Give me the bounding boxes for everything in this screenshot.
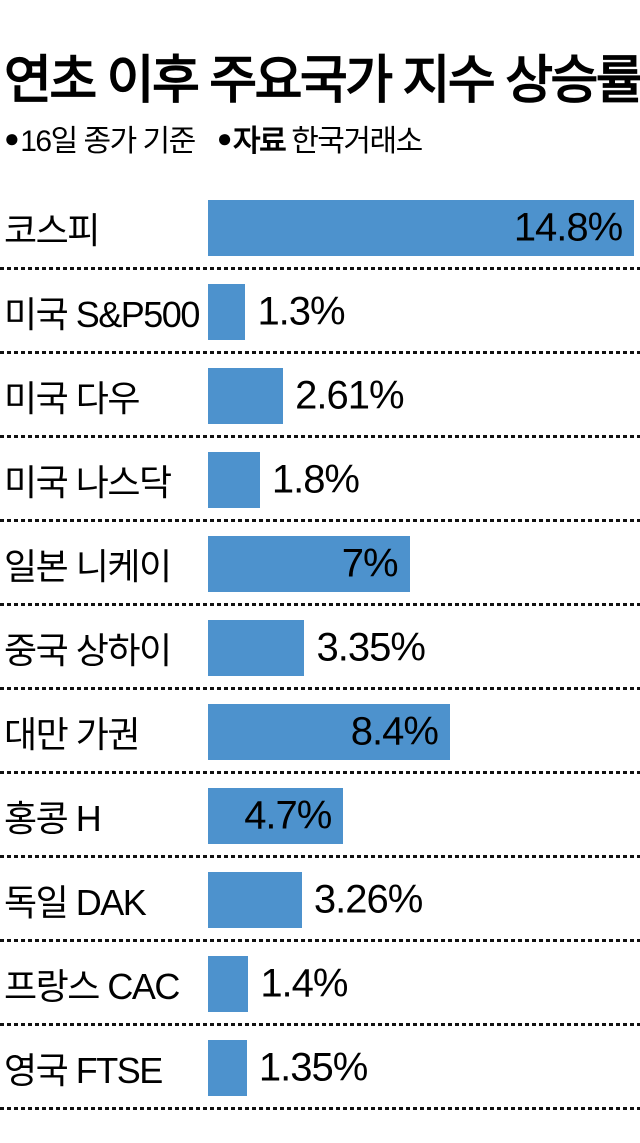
value-label: 1.35%: [258, 1045, 368, 1090]
row-separator: [0, 1023, 640, 1026]
subtitle-note: ● 16일 종가 기준: [4, 116, 196, 160]
bar-chart: 코스피 14.8% 미국 S&P500 1.3% 미국 다우 2.61% 미국 나스닥 1.8…: [0, 186, 640, 1110]
bar: [208, 620, 305, 676]
row-label: 프랑스 CAC: [4, 966, 180, 1007]
chart-row: 홍콩 H 4.7%: [0, 774, 640, 858]
subtitle-source-text: 한국거래소: [291, 125, 423, 158]
value-label: 2.61%: [295, 373, 404, 418]
bar: 4.7%: [208, 788, 344, 844]
row-separator: [0, 855, 640, 858]
row-separator: [0, 435, 640, 438]
bar: [208, 368, 284, 424]
chart-row: 미국 나스닥 1.8%: [0, 438, 640, 522]
row-separator: [0, 687, 640, 690]
row-label: 코스피: [4, 210, 100, 251]
row-separator: [0, 351, 640, 354]
chart-row: 미국 다우 2.61%: [0, 354, 640, 438]
chart-row: 대만 가권 8.4%: [0, 690, 640, 774]
subtitle-source-label: 자료: [232, 125, 287, 158]
chart-subtitle: ● 16일 종가 기준 ● 자료 한국거래소: [4, 116, 423, 160]
chart-row: 독일 DAK 3.26%: [0, 858, 640, 942]
value-label: 3.35%: [316, 625, 425, 670]
bullet-icon: ●: [4, 122, 20, 153]
value-label: 3.26%: [313, 877, 423, 922]
chart-row: 일본 니케이 7%: [0, 522, 640, 606]
bar: 8.4%: [208, 704, 450, 760]
row-label: 미국 S&P500: [4, 294, 200, 335]
value-label: 1.8%: [271, 457, 360, 502]
bar: [208, 872, 302, 928]
row-separator: [0, 603, 640, 606]
value-label: 1.3%: [257, 289, 345, 334]
bar: [208, 1040, 247, 1096]
row-separator: [0, 267, 640, 270]
row-separator: [0, 1107, 640, 1110]
chart-row: 미국 S&P500 1.3%: [0, 270, 640, 354]
bullet-icon: ●: [216, 122, 233, 153]
row-label: 중국 상하이: [4, 630, 172, 671]
row-separator: [0, 771, 640, 774]
value-label: 14.8%: [513, 205, 623, 250]
bar: [208, 452, 260, 508]
bar: [208, 956, 249, 1012]
bar: 7%: [208, 536, 410, 592]
chart-row: 프랑스 CAC 1.4%: [0, 942, 640, 1026]
chart-row: 중국 상하이 3.35%: [0, 606, 640, 690]
row-label: 일본 니케이: [4, 546, 172, 587]
row-separator: [0, 939, 640, 942]
row-separator: [0, 519, 640, 522]
value-label: 8.4%: [350, 709, 439, 754]
row-label: 미국 다우: [4, 378, 140, 419]
bar: 14.8%: [208, 200, 635, 256]
bar: [208, 284, 246, 340]
chart-row: 코스피 14.8%: [0, 186, 640, 270]
chart-row: 영국 FTSE 1.35%: [0, 1026, 640, 1110]
value-label: 7%: [341, 541, 399, 586]
chart-title: 연초 이후 주요국가 지수 상승률: [4, 52, 640, 110]
subtitle-source: ● 자료 한국거래소: [216, 116, 423, 160]
row-label: 독일 DAK: [4, 882, 147, 923]
row-label: 홍콩 H: [4, 798, 102, 839]
row-label: 대만 가권: [4, 714, 140, 755]
value-label: 4.7%: [244, 793, 332, 838]
subtitle-note-text: 16일 종가 기준: [20, 125, 196, 158]
value-label: 1.4%: [260, 961, 348, 1006]
row-label: 미국 나스닥: [4, 462, 172, 503]
row-label: 영국 FTSE: [4, 1050, 163, 1091]
